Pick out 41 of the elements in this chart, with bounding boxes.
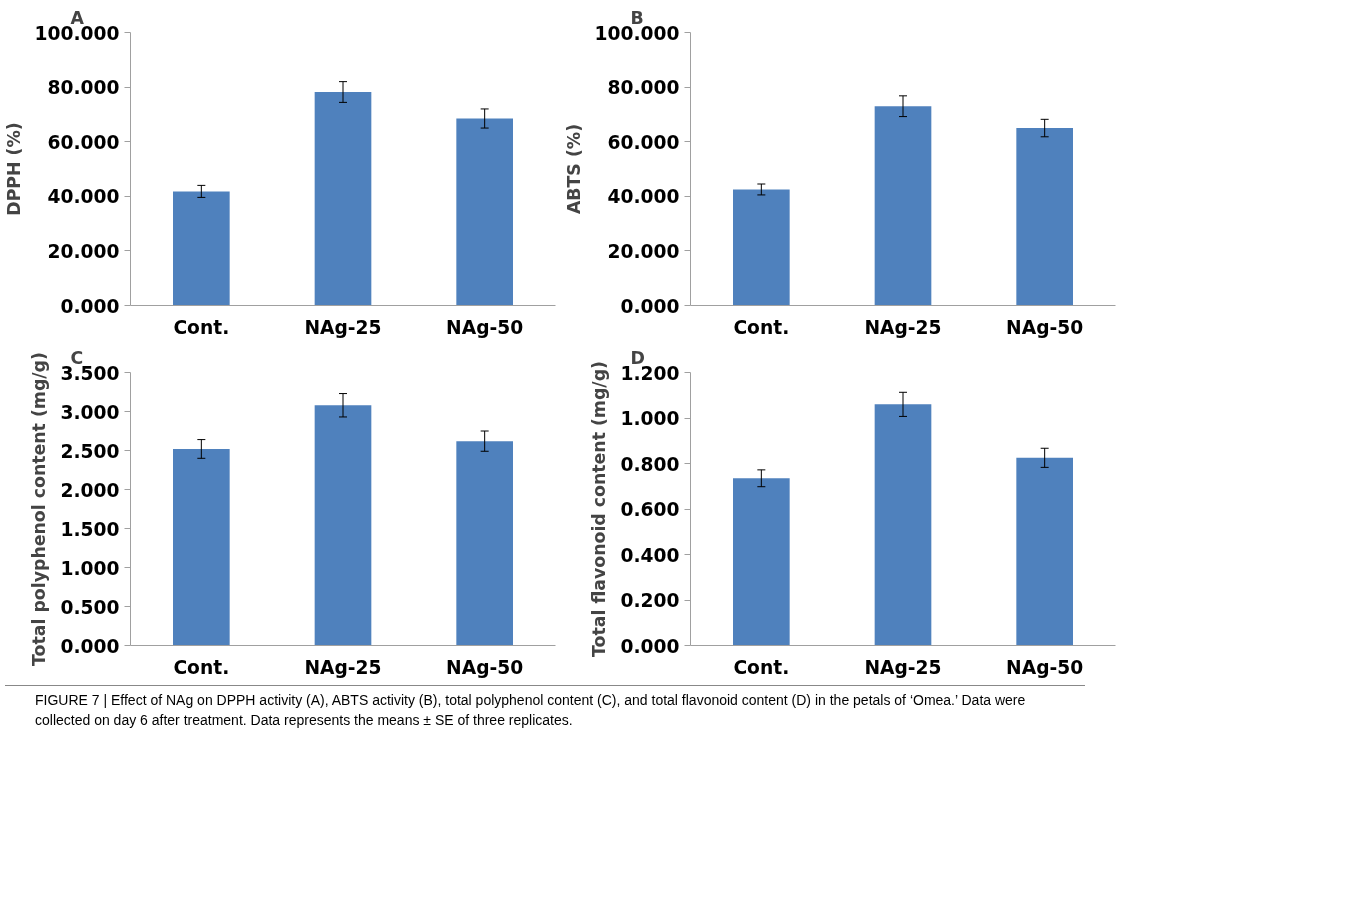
y-tick-label: 0.400	[620, 544, 680, 566]
x-tick-label: Cont.	[733, 656, 790, 678]
chart-title: B	[630, 7, 644, 28]
y-tick-label: 0.000	[60, 295, 120, 317]
y-tick-label: 0.000	[60, 635, 120, 657]
y-tick-label: 0.500	[60, 596, 120, 618]
x-tick-label: NAg-50	[446, 656, 524, 678]
y-axis-title: DPPH (%)	[3, 122, 24, 216]
x-tick-label: NAg-25	[864, 656, 942, 678]
y-tick-label: 0.800	[620, 453, 680, 475]
y-tick-label: 80.000	[47, 77, 120, 99]
x-tick-label: NAg-25	[864, 316, 942, 338]
x-tick-label: NAg-25	[304, 656, 382, 678]
y-tick-label: 2.500	[60, 440, 120, 462]
y-tick-label: 3.000	[60, 401, 120, 423]
y-tick-label: 0.000	[620, 295, 680, 317]
y-tick-label: 0.200	[620, 590, 680, 611]
y-tick-label: 20.000	[607, 240, 680, 262]
y-tick-label: 40.000	[607, 186, 680, 208]
x-tick-label: Cont.	[173, 656, 230, 678]
y-axis-title: ABTS (%)	[563, 123, 584, 215]
y-axis-title: Total polyphenol content (mg/g)	[29, 352, 50, 666]
x-tick-label: Cont.	[173, 316, 230, 338]
y-tick-label: 80.000	[607, 77, 680, 99]
y-tick-label: 60.000	[607, 131, 680, 153]
x-tick-label: NAg-25	[304, 316, 382, 338]
x-tick-label: NAg-50	[1006, 316, 1084, 338]
x-tick-label: Cont.	[733, 316, 790, 338]
y-tick-label: 2.000	[60, 479, 120, 501]
y-tick-label: 1.000	[60, 557, 120, 579]
x-tick-label: NAg-50	[1006, 656, 1084, 678]
y-axis-title: Total flavonoid content (mg/g)	[589, 361, 610, 657]
y-tick-label: 1.500	[60, 518, 120, 540]
y-tick-label: 20.000	[47, 240, 120, 262]
y-tick-label: 60.000	[47, 131, 120, 153]
x-tick-label: NAg-50	[446, 316, 524, 338]
y-tick-label: 0.600	[620, 499, 680, 520]
caption: FIGURE 7 | Effect of NAg on DPPH activity (A), ABTS activity (B), total polyphenol content (C), and total flavonoid content (D) in the petals of ‘Omea.’ Data were collected on day 6 after treatment. Data represents the means ± SE of three replicates.	[35, 691, 1027, 730]
y-tick-label: 40.000	[47, 186, 120, 208]
y-tick-label: 0.000	[620, 635, 680, 657]
y-tick-label: 1.000	[620, 408, 680, 429]
